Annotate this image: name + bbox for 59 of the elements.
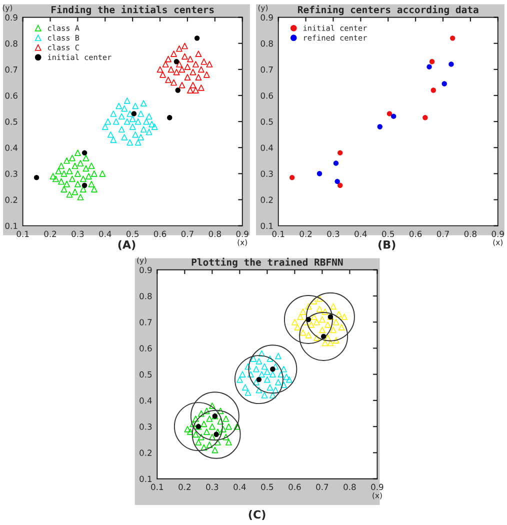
- y-tick-label: 0.8: [5, 40, 18, 47]
- chart-title: Refining centers according data: [298, 5, 478, 16]
- x-tick-label: 0.1: [16, 230, 29, 238]
- x-tick-label: 0.9: [371, 484, 384, 490]
- x-tick-label: 0.4: [354, 230, 367, 238]
- y-tick-label: 0.7: [260, 66, 273, 73]
- x-tick-label: 0.3: [327, 230, 340, 238]
- x-tick-label: 0.1: [151, 484, 164, 490]
- x-tick-label: 0.2: [300, 230, 312, 238]
- x-tick-label: 0.8: [344, 484, 356, 490]
- y-tick-label: 0.3: [5, 170, 18, 177]
- x-tick-label: 0.5: [126, 230, 138, 238]
- x-tick-label: 0.8: [208, 230, 221, 238]
- y-tick-label: 0.1: [260, 222, 273, 230]
- text: (B): [378, 240, 396, 250]
- x-tick-label: 0.9: [492, 230, 504, 238]
- y-tick-label: 0.2: [140, 450, 152, 456]
- y-tick-label: 0.4: [140, 397, 152, 404]
- chart-title: Finding the initials centers: [52, 5, 214, 16]
- x-tick-label: 0.6: [154, 230, 166, 238]
- x-tick-label: 0.3: [206, 484, 218, 490]
- y-tick-label: 0.3: [140, 424, 152, 430]
- y-tick-label: 0.8: [260, 40, 273, 47]
- x-tick-label: 0.7: [181, 230, 194, 238]
- x-tick-label: 0.6: [288, 484, 301, 490]
- y-tick-label: 0.7: [140, 319, 152, 326]
- y-tick-label: 0.3: [260, 170, 273, 177]
- x-tick-label: 0.7: [436, 230, 449, 238]
- y-tick-label: 0.1: [5, 222, 18, 230]
- x-tick-label: 0.3: [72, 230, 84, 238]
- y-tick-label: 0.7: [5, 66, 18, 73]
- y-tick-label: 0.1: [140, 476, 152, 482]
- x-tick-label: 0.7: [316, 484, 328, 490]
- y-tick-label: 0.8: [140, 292, 152, 300]
- text: (C): [248, 510, 266, 520]
- text: (A): [118, 240, 136, 250]
- y-tick-label: 0.2: [5, 196, 18, 203]
- x-tick-label: 0.4: [234, 484, 246, 490]
- y-tick-label: 0.4: [5, 144, 18, 151]
- x-tick-label: 0.4: [99, 230, 112, 238]
- y-tick-label: 0.2: [260, 196, 273, 203]
- x-tick-label: 0.5: [382, 230, 394, 238]
- x-tick-label: 0.2: [44, 230, 56, 238]
- x-tick-label: 0.1: [272, 230, 284, 238]
- y-tick-label: 0.9: [140, 266, 152, 274]
- y-tick-label: 0.9: [260, 14, 273, 21]
- y-tick-label: 0.4: [260, 144, 274, 151]
- y-tick-label: 0.9: [5, 14, 18, 21]
- x-tick-label: 0.6: [409, 230, 422, 238]
- y-tick-label: 0.6: [5, 92, 18, 99]
- y-tick-label: 0.5: [5, 118, 18, 125]
- x-tick-label: 0.2: [178, 484, 190, 490]
- y-tick-label: 0.6: [260, 92, 273, 99]
- x-tick-label: 0.9: [236, 230, 248, 238]
- y-tick-label: 0.6: [140, 345, 152, 352]
- chart-title: Plotting the trained RBFNN: [192, 258, 343, 268]
- y-tick-label: 0.5: [140, 371, 152, 378]
- x-tick-label: 0.8: [464, 230, 476, 238]
- y-tick-label: 0.5: [260, 118, 273, 125]
